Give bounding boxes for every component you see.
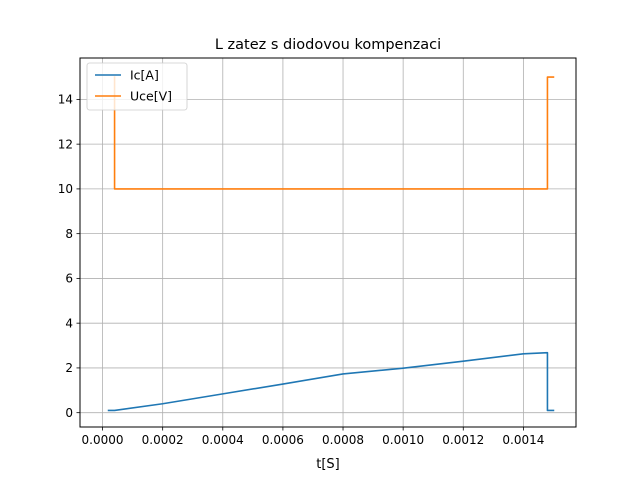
x-tick-label: 0.0006 bbox=[262, 433, 304, 447]
x-axis-label: t[S] bbox=[316, 457, 340, 472]
chart-title: L zatez s diodovou kompenzaci bbox=[215, 37, 441, 53]
series-line-1 bbox=[113, 76, 555, 190]
x-tick-label: 0.0000 bbox=[82, 433, 124, 447]
y-tick-label: 2 bbox=[65, 361, 73, 375]
y-tick-label: 6 bbox=[65, 272, 73, 286]
x-tick-label: 0.0014 bbox=[502, 433, 544, 447]
x-tick-label: 0.0002 bbox=[142, 433, 184, 447]
y-tick-label: 14 bbox=[58, 93, 73, 107]
y-tick-label: 0 bbox=[65, 406, 73, 420]
plot-frame bbox=[79, 57, 577, 428]
x-tick-label: 0.0008 bbox=[322, 433, 364, 447]
x-tick-label: 0.0010 bbox=[382, 433, 424, 447]
plot-series bbox=[107, 76, 555, 412]
axis-ticks: 0.0000 0.0002 0.0004 0.0006 0.0008 0.0010 0.00… bbox=[58, 93, 545, 447]
series-line-0 bbox=[107, 351, 555, 412]
y-tick-label: 4 bbox=[65, 316, 73, 330]
y-tick-label: 10 bbox=[58, 182, 73, 196]
y-tick-label: 8 bbox=[65, 227, 73, 241]
legend-label: Ic[A] bbox=[130, 68, 159, 83]
legend: Ic[A] Uce[V] bbox=[86, 62, 188, 111]
legend-label: Uce[V] bbox=[130, 89, 172, 104]
y-tick-label: 12 bbox=[58, 137, 73, 151]
x-tick-label: 0.0012 bbox=[442, 433, 484, 447]
x-tick-label: 0.0004 bbox=[202, 433, 244, 447]
